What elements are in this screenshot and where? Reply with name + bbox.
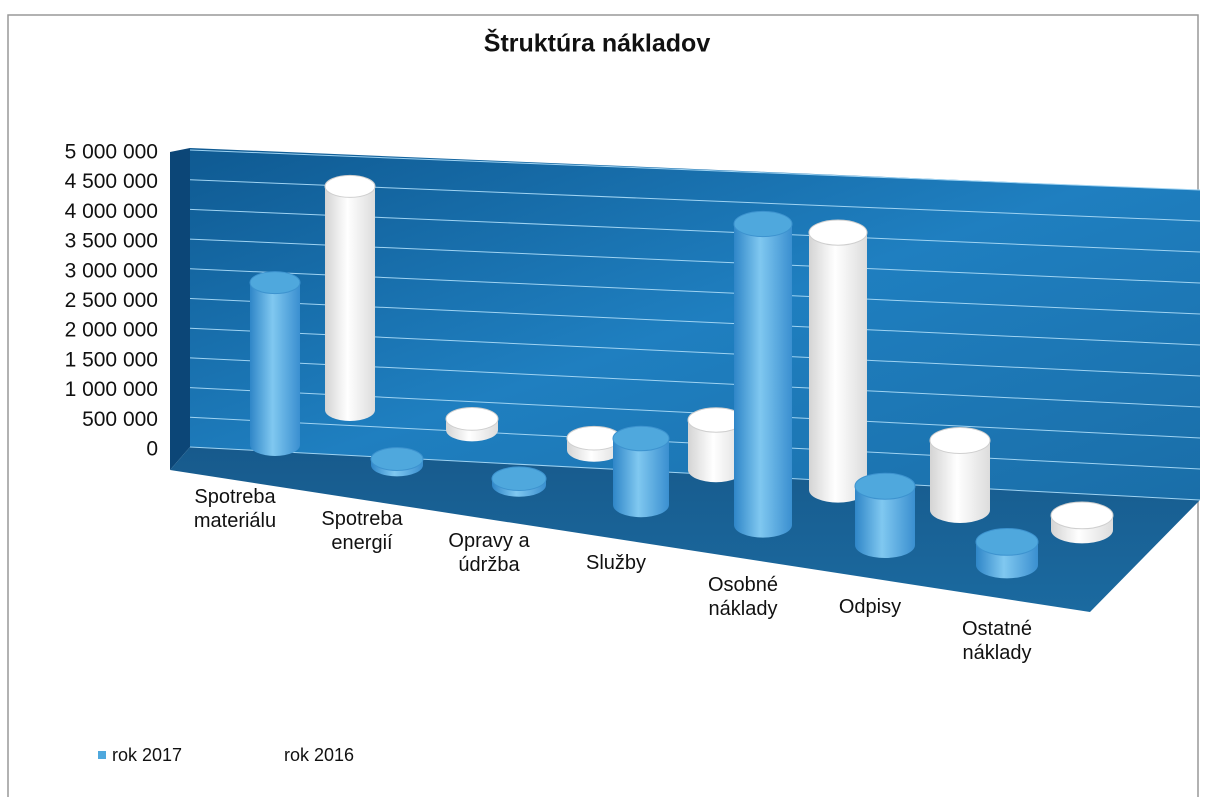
cylinder: [733, 210, 793, 538]
cylinder-top: [854, 472, 916, 500]
cylinder-top: [249, 271, 301, 295]
y-tick-label: 5 000 000: [65, 141, 158, 164]
y-tick-label: 4 000 000: [65, 200, 158, 223]
x-tick-label: Služby: [585, 552, 647, 574]
cylinder-top: [808, 219, 868, 246]
y-tick-label: 1 500 000: [65, 348, 158, 371]
cylinder: [808, 219, 868, 503]
cylinder-top: [975, 528, 1039, 556]
cylinder-top: [733, 210, 793, 238]
cylinder-top: [324, 174, 376, 198]
cylinder-top: [491, 466, 547, 492]
cylinder-top: [1050, 501, 1114, 530]
x-tick-label: Osobné náklady: [707, 574, 779, 620]
legend-label: rok 2017: [112, 745, 182, 765]
cylinder-top: [370, 447, 424, 471]
cylinder-body: [613, 438, 669, 518]
cylinder: [566, 425, 622, 462]
chart-title: Štruktúra nákladov: [484, 28, 711, 58]
cylinder: [370, 447, 424, 477]
cylinder-body: [855, 486, 915, 558]
cylinder-body: [688, 420, 744, 483]
cylinder-top: [612, 425, 670, 452]
cylinder-body: [250, 282, 300, 456]
y-tick-label: 2 500 000: [65, 289, 158, 312]
y-tick-label: 500 000: [82, 408, 158, 431]
x-tick-label: Spotreba energií: [321, 508, 403, 554]
cylinder: [975, 528, 1039, 579]
cylinder: [324, 174, 376, 421]
legend-swatch: [98, 751, 106, 759]
cylinder-body: [734, 224, 792, 538]
y-tick-label: 3 500 000: [65, 230, 158, 253]
cylinder: [929, 427, 991, 523]
x-tick-label: Opravy a údržba: [448, 530, 530, 576]
y-tick-label: 2 000 000: [65, 319, 158, 342]
x-tick-label: Odpisy: [838, 596, 902, 618]
cylinder-body: [930, 440, 990, 523]
cylinder: [491, 466, 547, 497]
side-wall: [170, 148, 190, 470]
y-tick-label: 1 000 000: [65, 378, 158, 401]
cylinder-top: [929, 427, 991, 454]
cylinder-body: [809, 232, 867, 503]
cylinder-top: [445, 407, 499, 431]
cylinder: [1050, 501, 1114, 544]
grid-line: [189, 149, 1201, 191]
y-tick-label: 3 000 000: [65, 259, 158, 282]
cylinder: [612, 425, 670, 518]
legend-label: rok 2016: [284, 745, 354, 765]
x-tick-label: Spotreba materiálu: [193, 486, 277, 532]
cylinder: [854, 472, 916, 558]
back-wall: [190, 148, 1200, 500]
cylinder: [249, 271, 301, 456]
y-tick-label: 4 500 000: [65, 170, 158, 193]
cylinder: [687, 407, 745, 483]
x-tick-label: Ostatné náklady: [961, 618, 1033, 664]
cylinder: [445, 407, 499, 442]
y-tick-label: 0: [146, 438, 158, 461]
cylinder-body: [325, 186, 375, 421]
legend-swatch: [270, 751, 278, 759]
